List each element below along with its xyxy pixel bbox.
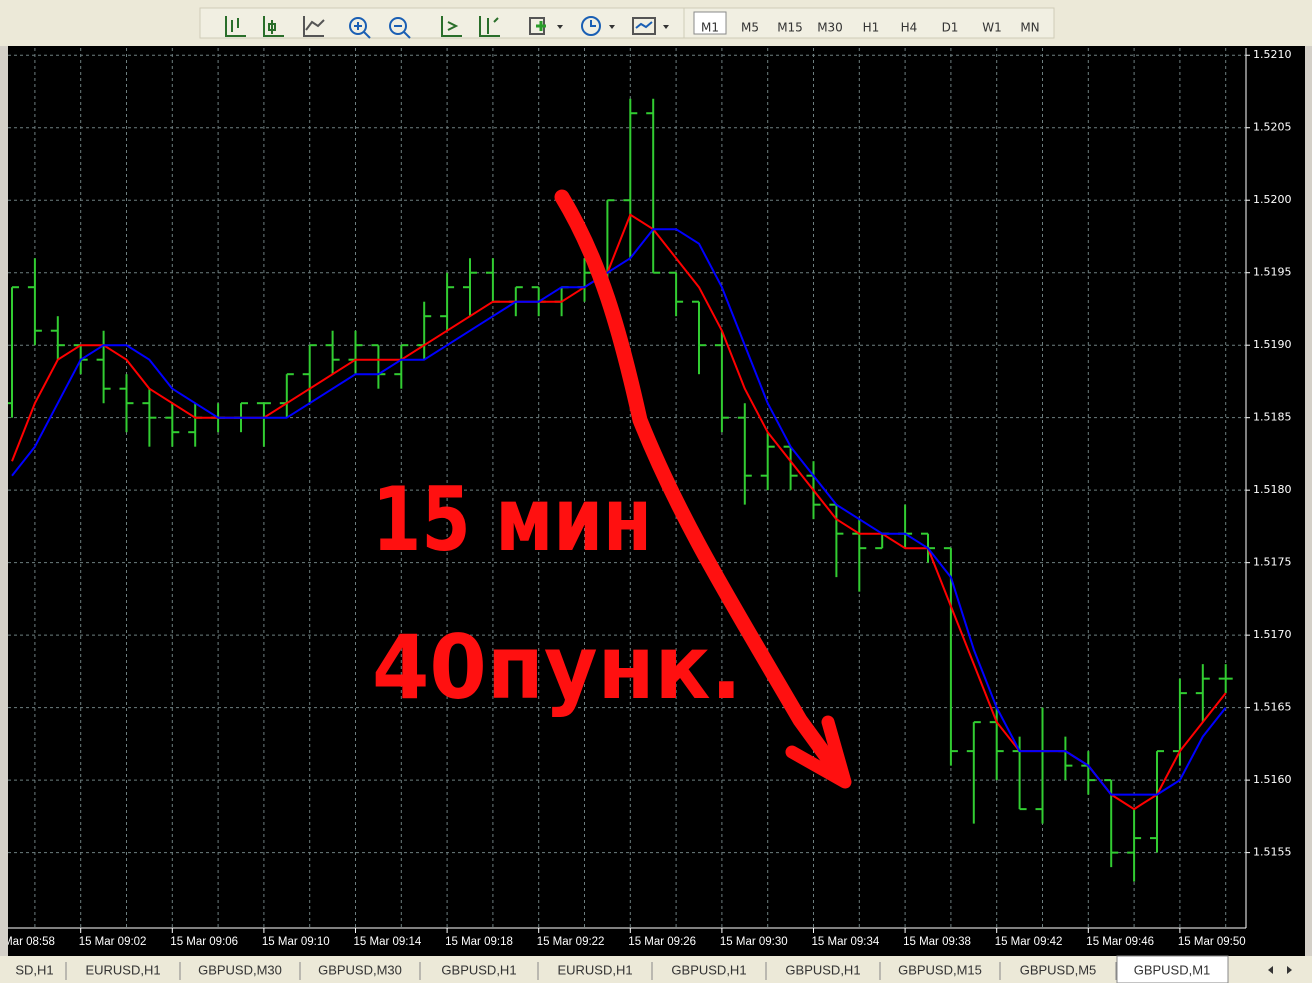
toolbar-icons [225, 16, 656, 39]
window-border [1305, 46, 1312, 957]
moving-average-line [11, 228, 1227, 796]
toolbar-group [199, 7, 691, 39]
annotation: 40пунк. [372, 616, 742, 719]
x-tick-label: 15 Mar 09:18 [445, 936, 513, 948]
x-tick-label: 15 Mar 09:46 [1086, 936, 1154, 948]
line-chart-button[interactable] [303, 16, 325, 37]
candle-chart-button[interactable] [263, 16, 284, 37]
timeframe-button[interactable]: MN [1020, 21, 1039, 35]
tab[interactable]: GBPUSD,M15 [898, 962, 982, 977]
x-tick-label: 15 Mar 09:02 [79, 936, 147, 948]
x-tick-label: 15 Mar 09:14 [354, 936, 422, 948]
x-tick-label: 15 Mar 09:22 [537, 936, 605, 948]
timeframe-button[interactable]: M30 [817, 21, 843, 35]
x-tick-label: 15 Mar 09:26 [628, 936, 696, 948]
y-tick-label: 1.5195 [1253, 266, 1292, 279]
tab[interactable]: EURUSD,H1 [557, 962, 632, 977]
chart-window [0, 46, 1312, 957]
y-tick-label: 1.5200 [1253, 193, 1292, 206]
y-tick-label: 1.5210 [1253, 48, 1292, 61]
periods-button[interactable] [581, 16, 601, 36]
arrow-head [785, 715, 852, 789]
x-tick-label: 15 Mar 09:38 [903, 936, 971, 948]
timeframe-button[interactable]: D1 [942, 21, 959, 35]
timeframe-button[interactable]: H4 [901, 21, 918, 35]
bar-chart-button[interactable] [225, 16, 246, 37]
templates-button[interactable] [632, 17, 656, 35]
scroll-right[interactable] [1287, 966, 1292, 974]
x-tick-label: 15 Mar 09:42 [995, 936, 1063, 948]
timeframe-button[interactable]: W1 [982, 21, 1002, 35]
active-timeframe [693, 11, 727, 35]
tab[interactable]: GBPUSD,M5 [1020, 962, 1097, 977]
zoom-out-button[interactable] [389, 17, 407, 35]
y-tick-label: 1.5155 [1253, 846, 1292, 859]
x-tick-label: 15 Mar 09:30 [720, 936, 788, 948]
shift-button[interactable] [441, 16, 462, 37]
x-tick-label: 15 Mar 09:10 [262, 936, 330, 948]
x-tick-label: 15 Mar 08:58 [0, 936, 55, 948]
x-tick-label: 15 Mar 09:34 [812, 936, 880, 948]
timeframe-button[interactable]: M15 [777, 21, 803, 35]
tab[interactable]: GBPUSD,M1 [1134, 962, 1211, 977]
y-tick-label: 1.5190 [1253, 338, 1292, 351]
tab[interactable]: GBPUSD,H1 [671, 962, 746, 977]
arrow-shaft [554, 189, 848, 783]
tab[interactable]: SD,H1 [15, 962, 53, 977]
timeframe-button[interactable]: M1 [701, 21, 719, 35]
y-tick-label: 1.5205 [1253, 121, 1292, 134]
x-tick-label: 15 Mar 09:06 [170, 936, 238, 948]
dropdown-arrows [557, 25, 669, 29]
y-tick-label: 1.5170 [1253, 628, 1292, 641]
y-tick-label: 1.5160 [1253, 773, 1292, 786]
tab[interactable]: GBPUSD,M30 [318, 962, 402, 977]
tab[interactable]: GBPUSD,H1 [785, 962, 860, 977]
active-tab [1116, 955, 1229, 983]
tab[interactable]: EURUSD,H1 [85, 962, 160, 977]
y-tick-label: 1.5180 [1253, 483, 1292, 496]
timeframe-button[interactable]: M5 [741, 21, 759, 35]
autoscroll-button[interactable] [479, 16, 500, 37]
zoom-in-button[interactable] [349, 17, 367, 35]
y-tick-label: 1.5185 [1253, 411, 1292, 424]
y-tick-label: 1.5165 [1253, 701, 1292, 714]
annotation: 15 мин [372, 468, 652, 571]
scroll-left[interactable] [1268, 966, 1273, 974]
tab[interactable]: GBPUSD,M30 [198, 962, 282, 977]
x-tick-label: 15 Mar 09:50 [1178, 936, 1246, 948]
tab[interactable]: GBPUSD,H1 [441, 962, 516, 977]
timeframe-button[interactable]: H1 [863, 21, 880, 35]
window-border [0, 46, 8, 957]
y-tick-label: 1.5175 [1253, 556, 1292, 569]
timeframe-group [683, 7, 1055, 39]
tab-bar [0, 956, 1312, 983]
